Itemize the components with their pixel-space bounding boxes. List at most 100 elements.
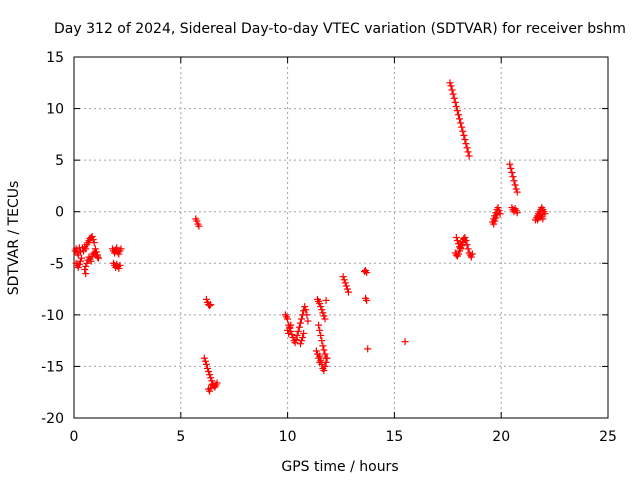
data-point xyxy=(77,254,85,262)
data-point xyxy=(116,261,124,269)
data-point xyxy=(284,315,292,323)
data-point xyxy=(453,237,461,245)
data-point xyxy=(458,123,466,131)
data-point xyxy=(464,245,472,253)
data-point xyxy=(454,111,462,119)
data-point xyxy=(320,346,328,354)
data-point xyxy=(206,387,214,395)
data-point xyxy=(448,86,456,94)
data-point xyxy=(316,326,324,334)
data-point xyxy=(296,340,304,348)
data-point xyxy=(206,371,214,379)
data-points xyxy=(71,79,549,395)
data-point xyxy=(465,152,473,160)
data-point xyxy=(322,358,330,366)
data-point xyxy=(297,315,305,323)
data-point xyxy=(115,250,123,258)
data-point xyxy=(446,79,454,87)
data-point xyxy=(208,381,216,389)
data-point xyxy=(456,247,464,255)
data-point xyxy=(82,245,90,253)
data-point xyxy=(401,338,409,346)
y-tick-label: 5 xyxy=(55,153,64,169)
data-point xyxy=(111,249,119,257)
data-point xyxy=(512,185,520,193)
data-point xyxy=(285,329,293,337)
data-point xyxy=(511,181,519,189)
data-point xyxy=(207,374,215,382)
data-point xyxy=(364,345,372,353)
data-point xyxy=(117,245,125,253)
data-point xyxy=(463,144,471,152)
data-point xyxy=(363,296,371,304)
data-point xyxy=(201,357,209,365)
data-point xyxy=(93,253,101,261)
data-point xyxy=(82,270,90,278)
data-point xyxy=(493,211,501,219)
data-point xyxy=(74,263,82,271)
x-tick-label: 20 xyxy=(492,429,510,445)
data-point xyxy=(452,103,460,111)
data-point xyxy=(89,236,97,244)
data-point xyxy=(468,250,476,258)
data-point xyxy=(204,364,211,372)
data-point xyxy=(462,140,470,148)
data-point xyxy=(75,260,83,268)
data-point xyxy=(316,300,324,308)
data-point xyxy=(491,217,499,225)
data-point xyxy=(292,336,300,344)
data-point xyxy=(293,331,301,339)
data-point xyxy=(321,350,329,358)
data-point xyxy=(91,248,99,256)
data-point xyxy=(447,82,455,90)
data-point xyxy=(302,306,310,314)
data-point xyxy=(295,323,303,331)
data-point xyxy=(319,309,327,317)
y-tick-label: 0 xyxy=(55,205,64,221)
data-point xyxy=(451,98,459,106)
data-point xyxy=(508,169,516,177)
data-point xyxy=(300,329,308,337)
data-point xyxy=(490,220,498,228)
data-point xyxy=(460,131,468,139)
data-point xyxy=(314,350,322,358)
grid-layer xyxy=(74,57,608,418)
data-point xyxy=(494,204,502,212)
y-tick-label: 15 xyxy=(46,50,64,66)
x-tick-label: 25 xyxy=(599,429,617,445)
data-point xyxy=(319,342,327,350)
data-point xyxy=(206,302,214,310)
data-point xyxy=(312,347,320,355)
data-point xyxy=(317,303,325,311)
data-point xyxy=(458,241,466,249)
data-point xyxy=(318,306,326,314)
data-point xyxy=(294,327,302,335)
y-axis-label: SDTVAR / TECUs xyxy=(6,181,22,296)
data-point xyxy=(113,244,121,252)
data-point xyxy=(454,250,462,258)
data-point xyxy=(539,215,547,223)
data-point xyxy=(453,107,461,115)
data-point xyxy=(288,330,296,338)
tick-layer: 0 5 10 15 20 25 15 10 5 0 -5 -10 -15 -20 xyxy=(41,50,617,445)
x-tick-label: 0 xyxy=(70,429,79,445)
y-tick-label: -15 xyxy=(41,359,64,375)
data-point xyxy=(456,115,464,123)
data-point xyxy=(207,384,215,392)
data-point xyxy=(90,239,98,247)
data-point xyxy=(449,90,457,98)
data-point xyxy=(296,319,304,327)
data-point xyxy=(459,238,467,246)
data-point xyxy=(115,264,123,272)
data-point xyxy=(344,288,352,296)
y-tick-label: 10 xyxy=(46,102,64,118)
data-point xyxy=(461,136,469,144)
data-point xyxy=(316,358,324,366)
data-point xyxy=(76,257,84,265)
data-point xyxy=(322,296,330,304)
data-point xyxy=(83,259,91,267)
data-point xyxy=(304,317,312,325)
data-point xyxy=(321,362,329,370)
x-tick-label: 5 xyxy=(176,429,185,445)
